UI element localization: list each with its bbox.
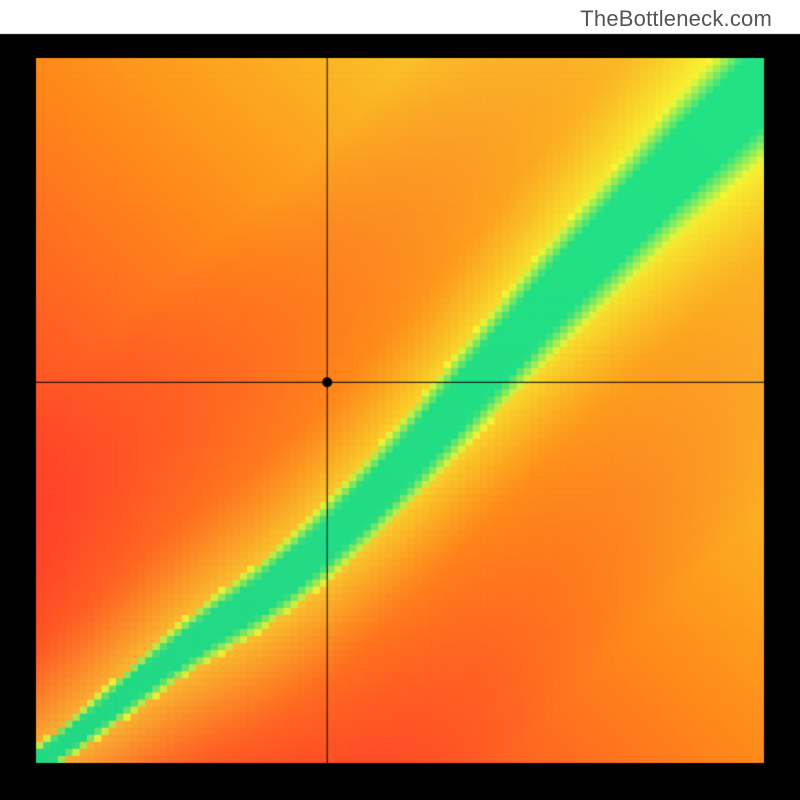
page-root: { "attribution": "TheBottleneck.com", "p… <box>0 0 800 800</box>
heatmap-canvas <box>0 0 800 800</box>
bottleneck-heatmap <box>0 0 800 800</box>
attribution-text: TheBottleneck.com <box>580 6 772 32</box>
